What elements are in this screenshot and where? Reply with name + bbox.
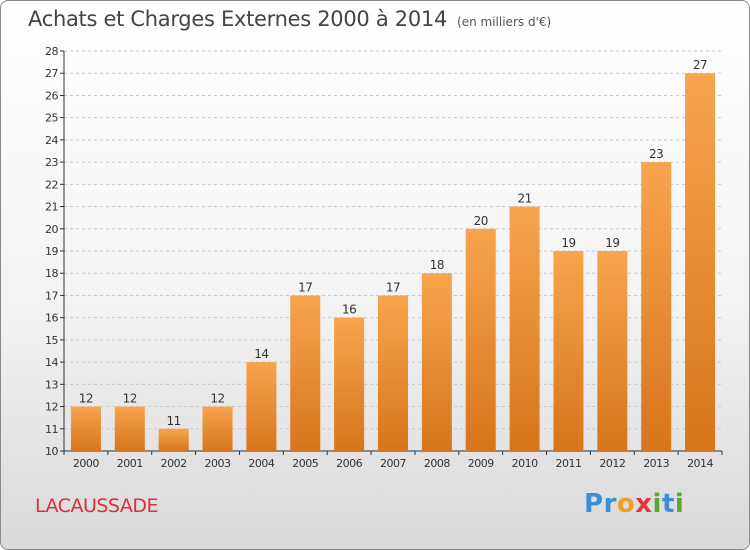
- bar: [334, 317, 365, 451]
- x-tick-label: 2014: [687, 457, 713, 470]
- y-tick-label: 26: [45, 89, 58, 102]
- y-tick-label: 17: [45, 289, 58, 302]
- data-label: 12: [123, 392, 137, 406]
- y-tick-label: 13: [45, 378, 58, 391]
- data-label: 19: [605, 236, 619, 250]
- y-tick-label: 22: [45, 178, 58, 191]
- x-tick-label: 2003: [205, 457, 231, 470]
- data-label: 17: [298, 280, 312, 294]
- x-tick-label: 2012: [599, 457, 625, 470]
- x-tick-label: 2013: [643, 457, 669, 470]
- bar: [509, 206, 540, 451]
- bar: [246, 362, 277, 451]
- y-tick-label: 16: [45, 312, 58, 325]
- x-tick-label: 2005: [292, 457, 318, 470]
- x-tick-label: 2010: [512, 457, 538, 470]
- bar: [641, 162, 672, 451]
- bar: [290, 295, 321, 451]
- y-tick-label: 25: [45, 112, 58, 125]
- x-tick-label: 2004: [248, 457, 274, 470]
- data-label: 16: [342, 303, 356, 317]
- bar: [597, 251, 628, 451]
- y-tick-label: 18: [45, 267, 58, 280]
- logo-letter: t: [661, 489, 675, 519]
- y-tick-label: 23: [45, 156, 58, 169]
- bar: [202, 406, 233, 451]
- bar: [70, 406, 101, 451]
- chart-unit: (en milliers d'€): [457, 15, 552, 29]
- chart-title: Achats et Charges Externes 2000 à 2014 (e…: [28, 7, 551, 31]
- x-tick-label: 2006: [336, 457, 362, 470]
- y-tick-label: 15: [45, 334, 58, 347]
- data-label: 14: [254, 347, 268, 361]
- y-tick-label: 11: [45, 423, 58, 436]
- data-label: 27: [693, 58, 707, 72]
- data-label: 19: [561, 236, 575, 250]
- x-tick-label: 2002: [161, 457, 187, 470]
- logo-letter: o: [616, 489, 636, 519]
- logo-letter: i: [652, 489, 662, 519]
- y-tick-label: 27: [45, 67, 58, 80]
- bar: [465, 228, 496, 451]
- data-label: 18: [430, 258, 444, 272]
- x-tick-label: 2001: [117, 457, 143, 470]
- bar: [114, 406, 145, 451]
- data-label: 21: [517, 192, 531, 206]
- bar: [378, 295, 408, 451]
- bar: [421, 273, 452, 451]
- y-tick-label: 21: [45, 201, 58, 214]
- y-tick-label: 12: [45, 401, 58, 414]
- y-tick-label: 14: [45, 356, 58, 369]
- data-label: 11: [167, 414, 181, 428]
- data-label: 17: [386, 280, 400, 294]
- y-tick-label: 28: [45, 45, 58, 58]
- y-tick-label: 20: [45, 223, 58, 236]
- data-label: 12: [79, 392, 93, 406]
- logo-letter: r: [603, 489, 617, 519]
- data-label: 23: [649, 147, 663, 161]
- bar: [553, 251, 584, 451]
- bar: [685, 73, 716, 451]
- x-tick-label: 2009: [468, 457, 494, 470]
- proxiti-logo: Proxiti: [584, 489, 684, 519]
- y-tick-label: 19: [45, 245, 58, 258]
- x-tick-label: 2000: [73, 457, 99, 470]
- logo-letter: P: [584, 489, 604, 519]
- logo-letter: i: [674, 489, 685, 519]
- x-tick-label: 2007: [380, 457, 406, 470]
- bar: [158, 428, 189, 451]
- x-tick-label: 2011: [555, 457, 581, 470]
- commune-name: LACAUSSADE: [35, 495, 158, 517]
- y-tick-label: 24: [45, 134, 58, 147]
- y-tick-label: 10: [45, 445, 58, 458]
- data-label: 20: [474, 214, 488, 228]
- x-tick-label: 2008: [424, 457, 450, 470]
- logo-letter: x: [635, 489, 653, 519]
- data-label: 12: [210, 392, 224, 406]
- chart-title-text: Achats et Charges Externes 2000 à 2014: [28, 7, 448, 31]
